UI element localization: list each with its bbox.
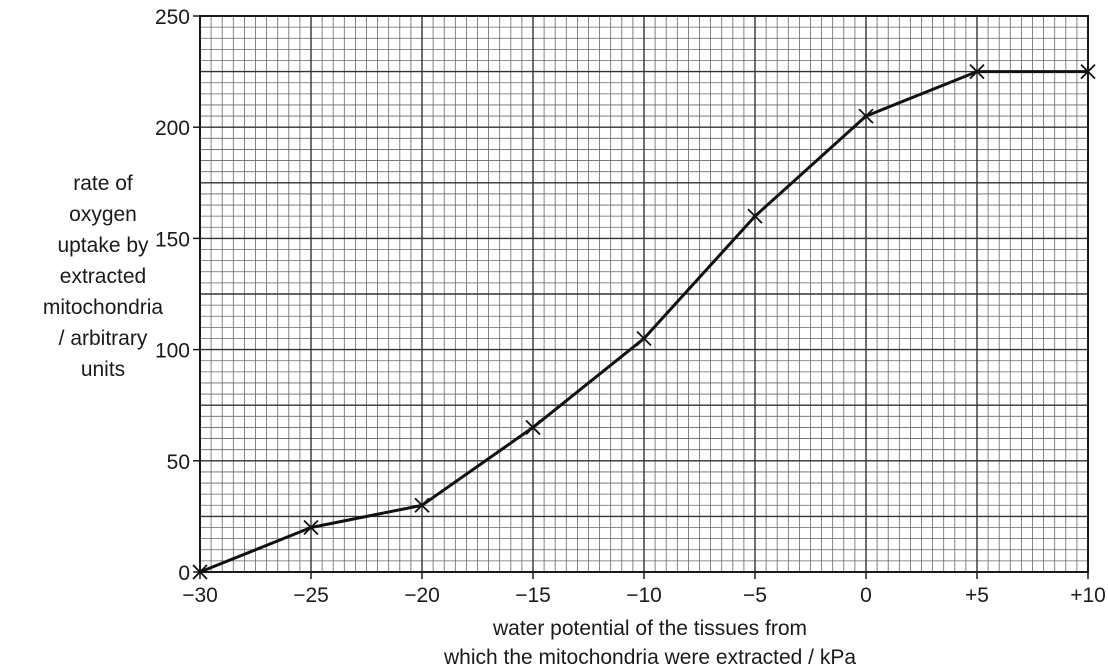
y-axis-label-line: / arbitrary xyxy=(58,327,148,350)
x-tick-label: +5 xyxy=(965,584,989,607)
x-axis-label-line: which the mitochondria were extracted / … xyxy=(443,646,857,669)
x-tick-label: −20 xyxy=(404,584,440,607)
y-tick-label: 250 xyxy=(155,6,190,29)
y-axis-label-line: mitochondria xyxy=(42,296,164,319)
tick-labels: −30 −25 −20 −15 −10 −5 0 +5 +10 0 50 100 150 200 250 xyxy=(155,6,1106,607)
y-tick-label: 0 xyxy=(178,562,190,585)
y-tick-label: 100 xyxy=(155,340,190,363)
y-axis-label-line: rate of xyxy=(73,172,133,195)
x-tick-label: −10 xyxy=(626,584,662,607)
y-tick-label: 50 xyxy=(167,451,190,474)
data-point-marker xyxy=(414,497,430,513)
y-tick-label: 200 xyxy=(155,117,190,140)
x-tick-label: −30 xyxy=(182,584,218,607)
data-point-marker xyxy=(1080,63,1096,80)
y-axis-label-line: extracted xyxy=(59,265,147,288)
x-tick-label: 0 xyxy=(860,584,872,607)
data-point-marker xyxy=(192,564,208,580)
x-tick-label: +10 xyxy=(1070,584,1106,607)
data-point-marker xyxy=(636,330,652,347)
data-markers xyxy=(192,63,1096,580)
x-tick-label: −15 xyxy=(515,584,551,607)
data-point-marker xyxy=(525,419,541,436)
y-axis-label: rate of oxygen uptake by extracted mitoc… xyxy=(18,168,188,385)
y-tick-label: 150 xyxy=(155,228,190,251)
data-point-marker xyxy=(858,108,874,124)
y-axis-label-line: units xyxy=(80,358,126,381)
x-tick-label: −25 xyxy=(293,584,329,607)
data-point-marker xyxy=(969,63,985,80)
x-axis-label-line: water potential of the tissues from xyxy=(493,617,807,640)
y-axis-label-line: uptake by xyxy=(57,234,149,257)
y-axis-label-line: oxygen xyxy=(69,203,137,226)
grid-major-lines xyxy=(200,16,1088,572)
x-tick-label: −5 xyxy=(743,584,767,607)
data-point-marker xyxy=(303,519,319,536)
x-axis-label: water potential of the tissues from whic… xyxy=(340,614,960,672)
data-point-marker xyxy=(747,208,763,224)
